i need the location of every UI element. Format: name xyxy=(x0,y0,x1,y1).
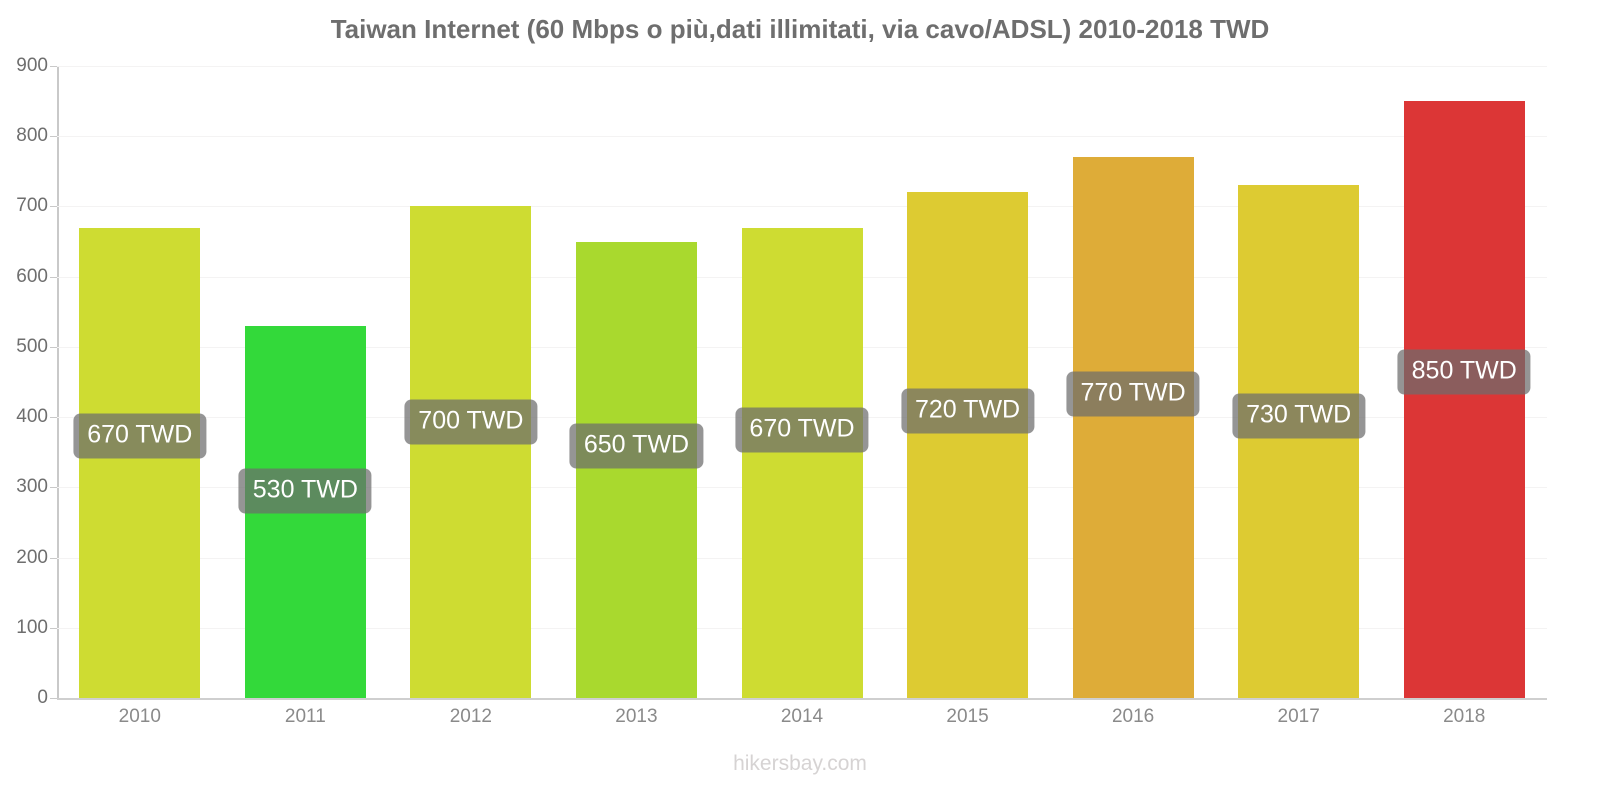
x-axis-tick-label-2012: 2012 xyxy=(449,706,493,727)
bar-2013[interactable] xyxy=(575,241,697,698)
y-axis-tick-mark xyxy=(50,627,57,629)
y-axis-tick-mark xyxy=(50,417,57,419)
bar-value-label-2014: 670 TWD xyxy=(735,407,869,453)
x-axis-tick-label-2014: 2014 xyxy=(780,706,824,727)
y-axis-tick-mark xyxy=(50,698,57,699)
footer-watermark: hikersbay.com xyxy=(733,752,867,775)
value-labels-group: 670 TWD 530 TWD 700 TWD 650 TWD 670 TWD 720 T… xyxy=(57,66,1547,698)
bar-value-label-2017: 730 TWD xyxy=(1232,393,1366,439)
bar-2015[interactable] xyxy=(907,192,1029,698)
y-axis-tick-label: 300 xyxy=(16,476,48,498)
y-axis-tick-label: 200 xyxy=(16,546,48,568)
y-axis-tick-mark xyxy=(50,66,57,67)
axis-baseline xyxy=(57,698,1547,700)
x-axis-tick-label-2013: 2013 xyxy=(615,706,658,727)
bar-value-label-2018: 850 TWD xyxy=(1397,349,1531,395)
y-axis-tick-label: 800 xyxy=(16,125,48,147)
x-axis-tick-label-2015: 2015 xyxy=(946,706,989,727)
x-axis-tick-label-2016: 2016 xyxy=(1111,706,1155,727)
y-axis-tick-label: 600 xyxy=(16,265,48,287)
bar-value-label-2015: 720 TWD xyxy=(900,388,1035,434)
x-axis-tick-labels: 2010 2011 2012 2013 2014 2015 2016 2017 2018 xyxy=(57,706,1547,740)
bar-value-label-2011: 530 TWD xyxy=(238,468,372,514)
y-axis-tick-label: 400 xyxy=(16,406,48,428)
y-axis-tick-mark xyxy=(50,136,57,138)
bar-2016[interactable] xyxy=(1072,157,1194,698)
bar-2018[interactable] xyxy=(1403,101,1525,698)
bar-2014[interactable] xyxy=(741,227,863,698)
y-axis-tick-label: 900 xyxy=(16,55,48,76)
y-axis-tick-label: 500 xyxy=(16,335,48,357)
y-axis-tick-label: 0 xyxy=(37,687,48,708)
gridline xyxy=(57,136,1547,138)
bar-value-label-2012: 700 TWD xyxy=(404,399,538,445)
y-axis-tick-marks xyxy=(0,66,60,699)
bar-2012[interactable] xyxy=(410,206,532,698)
y-axis-tick-label: 100 xyxy=(16,616,48,638)
bar-value-label-2013: 650 TWD xyxy=(569,423,704,469)
y-axis-tick-label: 700 xyxy=(16,195,48,217)
x-axis-tick-label-2010: 2010 xyxy=(118,706,161,727)
bar-value-label-2016: 770 TWD xyxy=(1066,371,1200,417)
chart-title: Taiwan Internet (60 Mbps o più,dati illi… xyxy=(330,14,1270,44)
x-axis-tick-label-2017: 2017 xyxy=(1277,706,1320,727)
bar-value-label-2010: 670 TWD xyxy=(73,413,207,459)
x-axis-tick-label-2018: 2018 xyxy=(1443,706,1486,727)
x-axis-tick-label-2011: 2011 xyxy=(284,706,326,727)
plot-area: 670 TWD 530 TWD 700 TWD 650 TWD 670 TWD 720 T… xyxy=(57,66,1547,700)
gridline xyxy=(57,206,1547,208)
y-axis-line xyxy=(57,66,59,700)
bar-2010[interactable] xyxy=(79,227,201,698)
y-axis-tick-labels: 0 100 200 300 400 500 600 700 800 900 xyxy=(0,55,48,708)
y-axis-tick-mark xyxy=(50,346,57,348)
y-axis-tick-mark xyxy=(50,557,57,559)
y-axis-tick-mark xyxy=(50,206,57,208)
bar-2017[interactable] xyxy=(1238,185,1360,698)
y-axis-tick-mark xyxy=(50,276,57,278)
y-axis-tick-mark xyxy=(50,487,57,489)
gridline xyxy=(57,66,1547,67)
